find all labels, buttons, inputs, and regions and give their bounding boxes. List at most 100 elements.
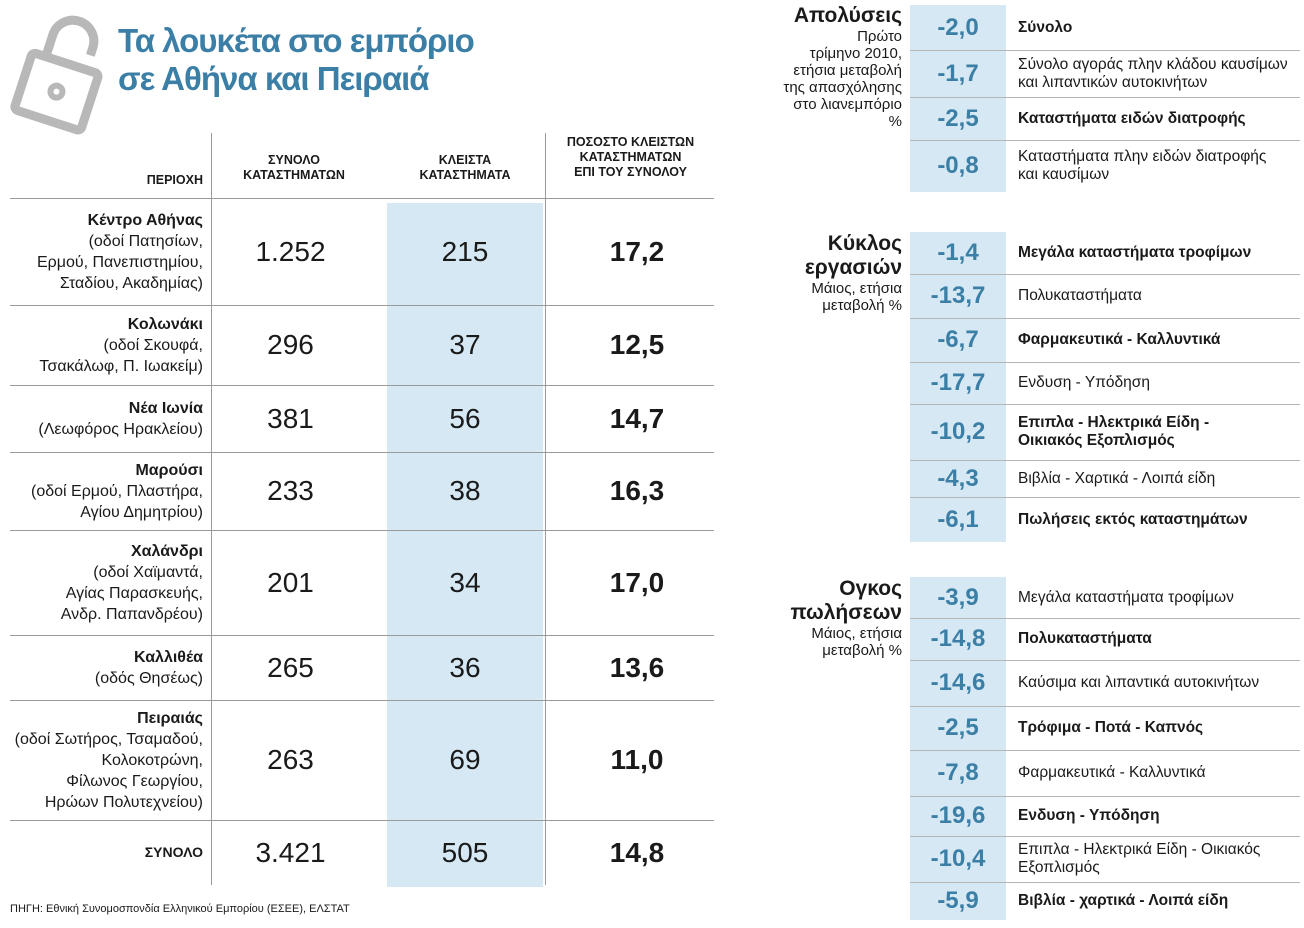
value: -6,7 — [937, 326, 979, 353]
divider — [545, 133, 546, 885]
section-subtitle: Μάιος, ετήσια — [811, 625, 902, 642]
change-value: -4,3 — [910, 460, 1006, 497]
change-value: -1,4 — [910, 232, 1006, 274]
value: 233 — [267, 475, 314, 506]
closed-stores: 37 — [387, 305, 543, 385]
row-divider — [910, 362, 1300, 363]
section-subtitle: Μάιος, ετήσια — [811, 280, 902, 297]
region-cell: Νέα Ιωνία (Λεωφόρος Ηρακλείου) — [10, 385, 203, 452]
value: 13,6 — [609, 651, 665, 683]
label-line: Μεγάλα καταστήματα τροφίμων — [1018, 244, 1252, 261]
header-line: ΕΠΙ ΤΟΥ ΣΥΝΟΛΟΥ — [574, 165, 687, 179]
closed-stores: 36 — [387, 635, 543, 700]
total-stores: 381 — [213, 385, 368, 452]
value: -2,5 — [937, 714, 979, 741]
lock-icon — [10, 15, 103, 135]
label-line: Επιπλα - Ηλεκτρικά Είδη - Οικιακός — [1018, 841, 1261, 858]
value: -2,5 — [937, 104, 979, 132]
region-name: Νέα Ιωνία — [128, 399, 203, 417]
section-heading: Ογκος — [839, 577, 902, 600]
row-divider — [10, 452, 714, 453]
label-line: Καταστήματα ειδών διατροφής — [1018, 109, 1246, 127]
section-subtitle-block: Μάιος, ετήσια μεταβολή % — [740, 625, 902, 659]
region-streets: Σταδίου, Ακαδημίας) — [59, 274, 203, 292]
value-column — [910, 577, 1006, 920]
section-heading-block: Ογκος πωλήσεων Μάιος, ετήσια μεταβολή % — [740, 577, 903, 659]
closed-percent: 11,0 — [547, 700, 727, 820]
value: 11,0 — [610, 744, 664, 775]
total-stores: 296 — [213, 305, 368, 385]
value: -13,7 — [930, 282, 986, 309]
header-line: ΚΛΕΙΣΤΑ — [438, 153, 492, 167]
region-name: Μαρούσι — [135, 461, 203, 479]
change-value: -0,8 — [910, 140, 1006, 192]
value: -17,7 — [930, 369, 986, 396]
value: -10,4 — [930, 845, 986, 872]
value: -19,6 — [930, 802, 986, 829]
highlight-column — [387, 203, 543, 887]
label-line: Πωλήσεις εκτός καταστημάτων — [1018, 510, 1248, 528]
region-streets: (οδοί Σωτήρος, Τσαμαδού, — [14, 730, 203, 748]
value: 34 — [449, 566, 481, 598]
category-label: Καταστήματα ειδών διατροφής — [1018, 97, 1304, 140]
category-label: Πολυκαταστήματα — [1018, 618, 1304, 660]
change-value: -7,8 — [910, 750, 1006, 796]
divider — [211, 133, 212, 885]
header-line: ΠΟΣΟΣΤΟ ΚΛΕΙΣΤΩΝ — [566, 135, 695, 149]
change-value: -14,8 — [910, 618, 1006, 660]
change-value: -2,0 — [910, 5, 1006, 50]
change-value: -1,7 — [910, 50, 1006, 97]
region-streets: (οδοί Σκουφά, — [103, 336, 203, 354]
row-divider — [910, 660, 1300, 661]
value: -3,9 — [937, 583, 979, 611]
value: 14,8 — [609, 836, 665, 868]
section-subtitle-block: Μάιος, ετήσια μεταβολή % — [740, 280, 902, 314]
section-subtitle: μεταβολή % — [822, 642, 902, 659]
region-cell: Κολωνάκι (οδοί Σκουφά, Τσακάλωφ, Π. Ιωακεί… — [10, 305, 203, 385]
label-line: Φαρμακευτικά - Καλλυντικά — [1018, 764, 1206, 781]
value-column — [910, 232, 1006, 542]
region-streets: Ανδρ. Παπανδρέου) — [60, 605, 203, 623]
category-label: Μεγάλα καταστήματα τροφίμων — [1018, 232, 1304, 274]
value: -4,3 — [937, 464, 979, 492]
header-line: ΚΑΤΑΣΤΗΜΑΤΩΝ — [579, 150, 682, 164]
region-name: Κέντρο Αθήνας — [87, 211, 203, 229]
value: 69 — [449, 744, 481, 775]
closed-stores: 56 — [387, 385, 543, 452]
label-line: Επιπλα - Ηλεκτρικά Είδη - — [1018, 414, 1210, 431]
change-value: -2,5 — [910, 97, 1006, 140]
header-line: ΠΕΡΙΟΧΗ — [146, 173, 203, 187]
region-streets: Φίλωνος Γεωργίου, — [66, 772, 203, 790]
label-line: Πολυκαταστήματα — [1018, 287, 1142, 304]
category-label: Σύνολο — [1018, 5, 1304, 50]
region-streets: Τσακάλωφ, Π. Ιωακείμ) — [39, 357, 203, 375]
category-label: Φαρμακευτικά - Καλλυντικά — [1018, 318, 1304, 362]
region-cell: Κέντρο Αθήνας (οδοί Πατησίων, Ερμού, Πανεπ… — [10, 198, 203, 305]
closed-percent: 14,8 — [547, 820, 727, 885]
section-subtitle: μεταβολή % — [822, 297, 902, 314]
column-header: ΠΟΣΟΣΤΟ ΚΛΕΙΣΤΩΝ ΚΑΤΑΣΤΗΜΑΤΩΝ ΕΠΙ ΤΟΥ ΣΥΝΟ… — [547, 135, 714, 180]
column-header: ΠΕΡΙΟΧΗ — [10, 173, 203, 188]
region-streets: (οδοί Χαϊμαντά, — [93, 563, 203, 581]
region-streets: Ερμού, Πανεπιστημίου, — [36, 253, 203, 271]
value: 14,7 — [609, 402, 665, 434]
category-label: Βιβλία - χαρτικά - Λοιπά είδη — [1018, 882, 1304, 920]
region-streets: Αγίου Δημητρίου) — [80, 503, 203, 521]
region-streets: (οδός Θησέως) — [94, 669, 203, 687]
category-label: Μεγάλα καταστήματα τροφίμων — [1018, 577, 1304, 618]
value: 38 — [449, 475, 481, 506]
section-heading-block: Απολύσεις Πρώτο τρίμηνο 2010, ετήσια μεταβο… — [740, 4, 902, 130]
section-subtitle: στο λιανεμπόριο — [793, 96, 902, 113]
value: -5,9 — [937, 887, 979, 914]
row-divider — [910, 140, 1300, 141]
row-divider — [10, 530, 714, 531]
title-line: Τα λουκέτα στο εμπόριο — [118, 22, 475, 59]
row-divider — [10, 820, 714, 821]
region-name: Κολωνάκι — [127, 315, 203, 333]
section-heading: πωλήσεων — [790, 601, 903, 624]
category-label: Ενδυση - Υπόδηση — [1018, 362, 1304, 404]
row-divider — [910, 274, 1300, 275]
closed-stores: 505 — [387, 820, 543, 885]
value: 37 — [449, 329, 481, 360]
